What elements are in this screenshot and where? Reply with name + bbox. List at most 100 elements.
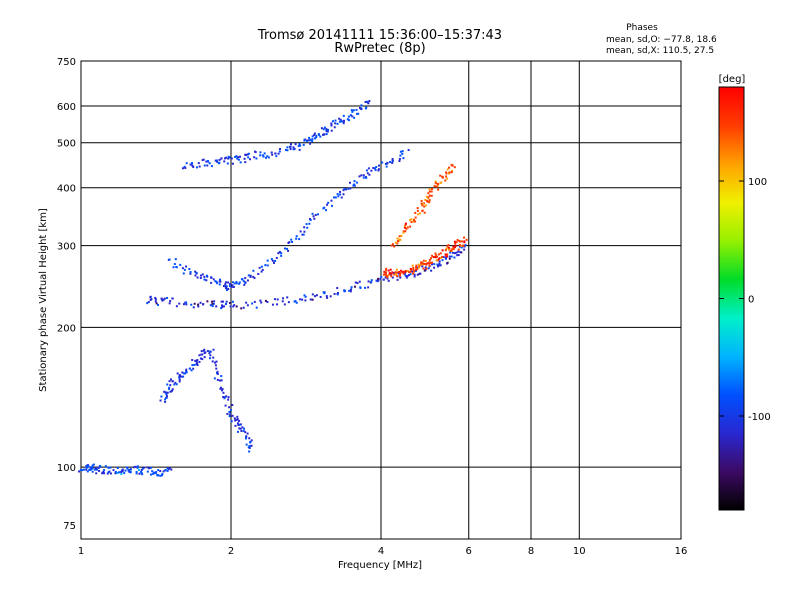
data-point: [433, 266, 436, 269]
x-tick-label: 16: [675, 546, 688, 557]
data-point: [248, 158, 251, 161]
data-point: [396, 271, 399, 274]
data-point: [164, 400, 167, 403]
data-point: [373, 167, 376, 170]
data-point: [416, 273, 419, 276]
data-point: [447, 244, 450, 247]
data-point: [243, 427, 246, 430]
data-point: [299, 230, 302, 233]
data-point: [168, 380, 171, 383]
data-point: [415, 268, 418, 271]
data-point: [298, 143, 301, 146]
data-point: [394, 241, 397, 244]
data-point: [213, 377, 216, 380]
data-point: [330, 124, 333, 127]
data-point: [216, 372, 219, 375]
data-point: [446, 253, 449, 256]
data-point: [420, 199, 423, 202]
data-point: [277, 252, 280, 255]
data-point: [367, 280, 370, 283]
data-point: [121, 470, 124, 473]
data-point: [457, 254, 460, 257]
data-point: [323, 206, 326, 209]
data-point: [223, 396, 226, 399]
data-point: [190, 303, 193, 306]
data-point: [342, 189, 345, 192]
data-point: [309, 142, 312, 145]
data-point: [166, 383, 169, 386]
y-tick-label: 400: [57, 184, 76, 195]
data-point: [307, 139, 310, 142]
data-point: [286, 296, 289, 299]
data-point: [188, 268, 191, 271]
data-point: [236, 157, 239, 160]
data-point: [401, 270, 404, 273]
data-point: [367, 167, 370, 170]
data-point: [386, 276, 389, 279]
data-point: [251, 302, 254, 305]
data-point: [222, 391, 225, 394]
data-point: [292, 148, 295, 151]
data-point: [391, 276, 394, 279]
data-point: [141, 473, 144, 476]
data-point: [225, 395, 228, 398]
data-point: [203, 348, 206, 351]
data-point: [311, 138, 314, 141]
data-point: [243, 157, 246, 160]
data-point: [236, 422, 239, 425]
data-point: [192, 306, 195, 309]
data-point: [168, 302, 171, 305]
data-point: [146, 466, 149, 469]
data-point: [386, 277, 389, 280]
data-point: [148, 467, 151, 470]
colorbar-tick-label: -100: [748, 412, 771, 423]
x-tick-label: 4: [378, 546, 384, 557]
data-point: [193, 302, 196, 305]
data-point: [248, 445, 251, 448]
data-point: [353, 116, 356, 119]
data-point: [346, 118, 349, 121]
data-point: [129, 471, 132, 474]
data-point: [86, 470, 89, 473]
data-point: [435, 254, 438, 257]
data-point: [250, 444, 253, 447]
data-point: [419, 212, 422, 215]
data-point: [314, 295, 317, 298]
data-point: [420, 261, 423, 264]
data-point: [171, 380, 174, 383]
data-point: [370, 279, 373, 282]
data-point: [221, 304, 224, 307]
data-point: [340, 196, 343, 199]
data-point: [159, 470, 162, 473]
data-point: [208, 350, 211, 353]
data-point: [445, 172, 448, 175]
data-point: [253, 277, 256, 280]
data-point: [349, 290, 352, 293]
data-point: [399, 150, 402, 153]
data-point: [333, 292, 336, 295]
data-point: [167, 387, 170, 390]
data-point: [428, 190, 431, 193]
data-point: [421, 209, 424, 212]
data-point: [367, 102, 370, 105]
data-point: [404, 222, 407, 225]
data-point: [425, 199, 428, 202]
data-point: [109, 472, 112, 475]
data-point: [439, 256, 442, 259]
data-point: [421, 204, 424, 207]
data-point: [308, 136, 311, 139]
data-point: [220, 307, 223, 310]
data-point: [220, 300, 223, 303]
data-point: [227, 157, 230, 160]
data-point: [409, 225, 412, 228]
data-point: [124, 469, 127, 472]
data-point: [364, 101, 367, 104]
data-point: [386, 161, 389, 164]
data-point: [446, 177, 449, 180]
data-point: [448, 248, 451, 251]
data-point: [214, 361, 217, 364]
data-point: [169, 384, 172, 387]
data-point: [393, 273, 396, 276]
data-point: [223, 157, 226, 160]
data-point: [446, 261, 449, 264]
